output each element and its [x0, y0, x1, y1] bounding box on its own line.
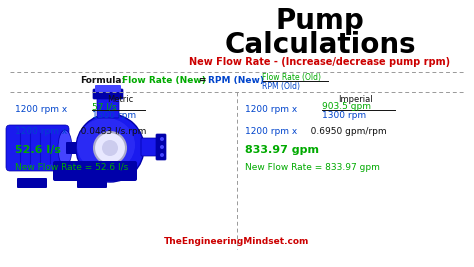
FancyBboxPatch shape: [17, 178, 47, 188]
FancyBboxPatch shape: [53, 161, 137, 181]
Text: =: =: [199, 76, 207, 85]
FancyBboxPatch shape: [6, 125, 69, 171]
Text: Pump: Pump: [275, 7, 365, 35]
Text: 0.6950 gpm/rpm: 0.6950 gpm/rpm: [302, 127, 387, 136]
Text: 1200 rpm x: 1200 rpm x: [245, 127, 297, 136]
Circle shape: [160, 137, 164, 141]
Text: 1300 rpm: 1300 rpm: [322, 111, 366, 120]
Ellipse shape: [76, 114, 144, 182]
FancyBboxPatch shape: [95, 85, 121, 92]
Text: Metric: Metric: [107, 95, 133, 104]
Text: Flow Rate (New): Flow Rate (New): [122, 76, 206, 85]
FancyBboxPatch shape: [77, 178, 107, 188]
Circle shape: [160, 153, 164, 157]
FancyBboxPatch shape: [141, 138, 161, 156]
Text: RPM (New): RPM (New): [208, 76, 264, 85]
Text: 903.5 gpm: 903.5 gpm: [322, 102, 371, 111]
Circle shape: [94, 132, 126, 164]
Text: RPM (Old): RPM (Old): [262, 82, 300, 91]
Text: Formula:: Formula:: [80, 76, 125, 85]
Ellipse shape: [77, 118, 135, 172]
Text: 1300 rpm: 1300 rpm: [92, 111, 136, 120]
Text: New Flow Rate = 52.6 l/s: New Flow Rate = 52.6 l/s: [15, 163, 128, 172]
Text: Flow Rate (Old): Flow Rate (Old): [262, 73, 321, 82]
Text: New Flow Rate = 833.97 gpm: New Flow Rate = 833.97 gpm: [245, 163, 380, 172]
Text: TheEngineeringMindset.com: TheEngineeringMindset.com: [164, 237, 310, 246]
Text: 1200 rpm x: 1200 rpm x: [15, 105, 67, 114]
Ellipse shape: [58, 130, 72, 166]
FancyBboxPatch shape: [93, 89, 123, 99]
Text: 833.97 gpm: 833.97 gpm: [245, 145, 319, 155]
Text: New Flow Rate - (Increase/decrease pump rpm): New Flow Rate - (Increase/decrease pump …: [190, 57, 451, 67]
Circle shape: [102, 140, 118, 156]
Text: 1200 rpm x: 1200 rpm x: [245, 105, 297, 114]
Text: 0.0483 l/s.rpm: 0.0483 l/s.rpm: [72, 127, 146, 136]
Text: 57 l/s: 57 l/s: [92, 102, 117, 111]
FancyBboxPatch shape: [156, 134, 166, 160]
Text: Imperial: Imperial: [337, 95, 372, 104]
FancyBboxPatch shape: [97, 94, 119, 118]
Text: 52.6 l/s: 52.6 l/s: [15, 145, 61, 155]
FancyBboxPatch shape: [66, 142, 80, 154]
Text: Calculations: Calculations: [224, 31, 416, 59]
Circle shape: [160, 145, 164, 149]
Text: 1200 rpm x: 1200 rpm x: [15, 127, 67, 136]
